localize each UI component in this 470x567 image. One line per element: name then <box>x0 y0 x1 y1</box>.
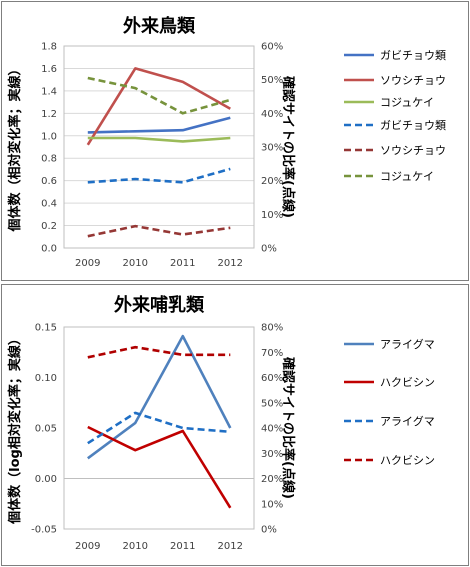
y-tick-label: 1.4 <box>41 86 57 97</box>
x-tick-label: 2009 <box>75 541 100 552</box>
y2-tick-label: 30% <box>261 143 283 154</box>
y2-tick-label: 40% <box>261 109 283 120</box>
legend-label: ソウシチョウ <box>380 74 446 87</box>
series-line-5 <box>87 224 231 238</box>
y-tick-label: 0.2 <box>41 221 57 232</box>
y2-tick-label: 0% <box>261 244 277 255</box>
x-tick-label: 2011 <box>170 541 195 552</box>
y-tick-label: 1.2 <box>41 109 57 120</box>
chart-title: 外来鳥類 <box>123 15 196 37</box>
y2-tick-label: 60% <box>261 373 283 384</box>
y-tick-label: 0.4 <box>41 199 57 210</box>
x-tick-label: 2010 <box>123 541 148 552</box>
x-tick-label: 2012 <box>218 258 243 269</box>
bird-chart: 外来鳥類 0.0 0.2 0.4 0.6 0.8 1.0 1.2 1.4 1.6 1.8 0% 10% 2… <box>7 15 446 269</box>
y-tick-label: 1.6 <box>41 64 57 75</box>
chart-title: 外来哺乳類 <box>114 294 205 316</box>
x-tick-label: 2012 <box>218 541 243 552</box>
series-line-4 <box>87 345 231 359</box>
y-tick-label: 0.8 <box>41 154 57 165</box>
y2-tick-label: 20% <box>261 474 283 485</box>
legend-label: ガビチョウ類 <box>380 119 446 132</box>
series-line-1 <box>87 116 231 134</box>
y-tick-label: -0.05 <box>31 525 57 536</box>
x-tick-label: 2010 <box>123 258 148 269</box>
mammal-chart-panel: 外来哺乳類 -0.05 0.00 0.05 0.10 0.15 0% 10% 20% 30% 40%… <box>1 284 469 566</box>
y-tick-label: 0.05 <box>35 424 57 435</box>
y-axis-label: 個体数（log相対変化率；実線） <box>7 332 23 525</box>
y2-tick-label: 10% <box>261 210 283 221</box>
y2-tick-label: 60% <box>261 42 283 53</box>
plot-area <box>63 326 255 530</box>
y2-tick-label: 80% <box>261 323 283 334</box>
plot-area <box>63 45 255 249</box>
y2-tick-label: 40% <box>261 424 283 435</box>
y2-tick-label: 10% <box>261 499 283 510</box>
y2-tick-label: 50% <box>261 398 283 409</box>
series-line-6 <box>87 76 231 115</box>
x-tick-label: 2011 <box>170 258 195 269</box>
y2-tick-label: 0% <box>261 525 277 536</box>
y-tick-label: 1.8 <box>41 42 57 53</box>
series-line-3 <box>87 411 231 445</box>
y-tick-label: 0.6 <box>41 176 57 187</box>
legend-label: コジュケイ <box>380 96 434 109</box>
y2-axis-label: 確認サイトの比率(点線) <box>280 76 296 218</box>
series-line-2 <box>86 67 231 146</box>
bird-chart-panel: 外来鳥類 0.0 0.2 0.4 0.6 0.8 1.0 1.2 1.4 1.6 1.8 0% 10% 2… <box>1 1 469 281</box>
legend-label: アライグマ <box>380 337 435 351</box>
legend-label: アライグマ <box>380 414 435 428</box>
series-line-1 <box>87 334 232 460</box>
x-tick-label: 2009 <box>75 258 100 269</box>
legend-label: ガビチョウ類 <box>380 49 446 62</box>
legend-label: コジュケイ <box>380 170 434 183</box>
legend-label: ハクビシン <box>380 376 435 389</box>
legend-label: ハクビシン <box>380 454 435 467</box>
y2-tick-label: 30% <box>261 449 283 460</box>
y-tick-label: 0.0 <box>41 244 57 255</box>
series-line-3 <box>87 136 231 143</box>
series-line-4 <box>87 167 231 184</box>
series-line-2 <box>87 425 232 509</box>
y-tick-label: 1.0 <box>41 131 57 142</box>
legend-label: ソウシチョウ <box>380 144 446 157</box>
y2-tick-label: 20% <box>261 176 283 187</box>
y2-axis-label: 確認サイトの比率(点線) <box>280 357 296 499</box>
y-axis-label: 個体数（相対変化率；実線） <box>7 62 23 232</box>
mammal-chart: 外来哺乳類 -0.05 0.00 0.05 0.10 0.15 0% 10% 20% 30% 40%… <box>7 294 435 552</box>
y-tick-label: 0.00 <box>35 474 57 485</box>
y2-tick-label: 70% <box>261 348 283 359</box>
y-tick-label: 0.15 <box>35 323 57 334</box>
y2-tick-label: 50% <box>261 75 283 86</box>
y-tick-label: 0.10 <box>35 373 57 384</box>
